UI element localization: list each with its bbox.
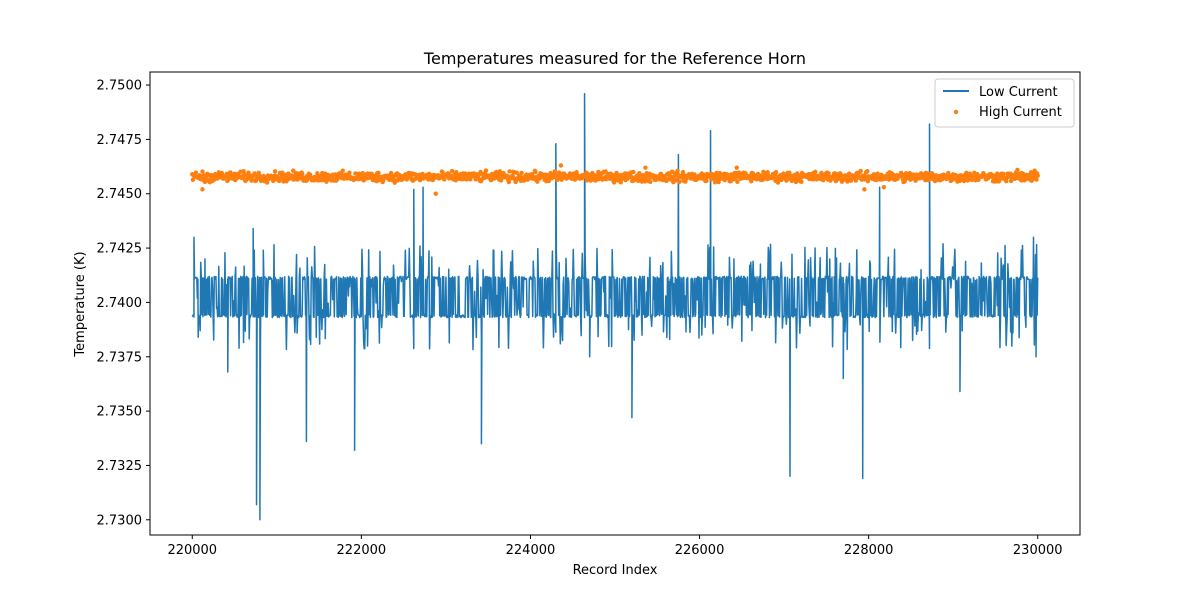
high-current-point [858,168,863,174]
high-current-point [631,169,636,175]
x-axis: 220000 222000 224000 226000 228000 230000 [167,535,1063,558]
legend-box [934,78,1075,128]
y-tick-label: 2.7350 [97,405,143,420]
plot-frame [149,71,1081,536]
y-axis-label: Temperature (K) [73,251,88,357]
high-current-point [1035,173,1040,178]
high-current-point [556,170,562,175]
legend-label-low-current: Low Current [979,85,1058,100]
high-current-point [1001,171,1006,177]
high-current-point [558,163,564,168]
high-current-point [704,178,709,184]
y-axis: 2.7300 2.7325 2.7350 2.7375 2.7400 2.7425 2.74… [97,79,150,528]
legend-label-high-current: High Current [979,105,1062,120]
high-current-point [734,165,739,170]
y-tick-label: 2.7425 [97,242,143,257]
high-current-point [376,170,381,176]
series-high-current [190,163,1040,196]
high-current-point [200,187,205,192]
high-current-point [265,180,270,185]
high-current-point [675,168,680,174]
high-current-point [680,169,686,175]
high-current-point [193,170,199,175]
chart-title: Temperatures measured for the Reference … [423,49,806,68]
x-tick-label: 226000 [675,543,725,558]
high-current-point [881,185,887,190]
high-current-point [799,179,804,185]
high-current-point [190,177,196,182]
high-current-point [913,178,918,183]
y-tick-label: 2.7325 [97,459,143,474]
high-current-point [716,179,721,185]
high-current-point [735,179,740,185]
x-tick-label: 224000 [506,543,556,558]
x-tick-label: 222000 [337,543,387,558]
y-tick-label: 2.7450 [97,187,143,202]
high-current-point [773,169,779,175]
low-current-line [191,92,1039,521]
high-current-point [813,169,818,175]
high-current-point [862,187,867,192]
y-tick-label: 2.7400 [97,296,143,311]
high-current-point [1004,179,1009,184]
high-current-point [552,169,558,174]
high-current-point [648,179,653,185]
y-tick-label: 2.7475 [97,133,143,148]
high-current-point [546,178,552,184]
series-low-current [191,92,1039,521]
high-current-point [252,171,257,176]
y-tick-label: 2.7375 [97,350,143,365]
high-current-point [388,170,394,176]
x-tick-label: 220000 [167,543,217,558]
high-current-point [618,180,623,185]
high-current-point [1034,177,1039,182]
high-current-point [219,170,225,176]
high-current-point [749,179,754,184]
x-tick-label: 228000 [844,543,894,558]
high-current-point [347,170,352,175]
high-current-point [506,179,512,185]
high-current-point [722,177,727,183]
high-current-point [340,168,345,173]
y-tick-label: 2.7300 [97,513,143,528]
legend: Low Current High Current [934,78,1075,128]
high-current-point [433,191,438,196]
legend-marker-high-current [953,109,959,115]
x-tick-label: 230000 [1013,543,1063,558]
high-current-point [692,172,697,177]
high-current-point [853,178,859,183]
high-current-point [507,169,512,174]
high-current-point [300,172,305,177]
high-current-point [514,170,519,175]
high-current-point [875,171,880,176]
high-current-point [533,169,538,175]
x-axis-label: Record Index [573,563,658,578]
high-current-point [865,169,870,174]
high-current-point [677,179,682,185]
high-current-point [200,169,205,174]
high-current-point [449,168,455,174]
high-current-point [643,165,648,170]
high-current-point [483,168,489,173]
high-current-point [1015,167,1020,173]
high-current-point [241,168,246,174]
y-tick-label: 2.7500 [97,79,143,94]
high-current-point [519,170,524,176]
high-current-point [664,178,669,184]
high-current-point [392,180,397,185]
high-current-point [637,171,642,176]
high-current-point [272,169,278,174]
